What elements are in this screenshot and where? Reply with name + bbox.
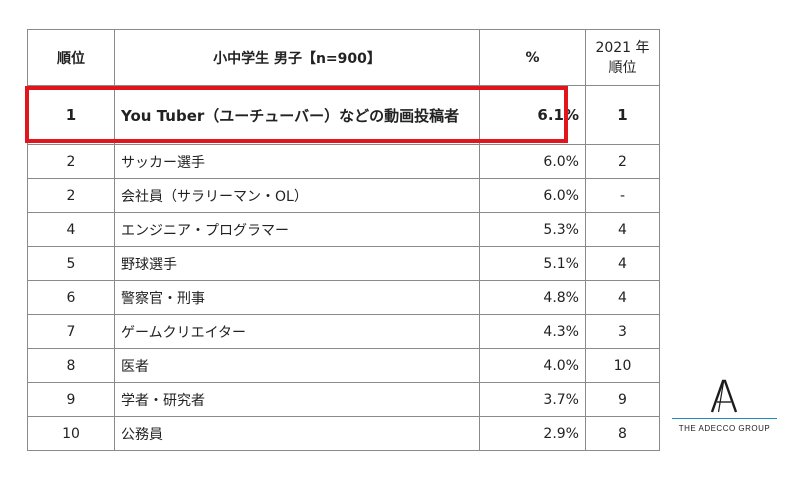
- job-cell: 野球選手: [114, 246, 480, 281]
- header-percent: %: [479, 29, 586, 86]
- table-header-row: 順位 小中学生 男子【n=900】 % 2021 年 順位: [27, 29, 660, 86]
- job-cell: 会社員（サラリーマン・OL）: [114, 178, 480, 213]
- percent-cell: 2.9%: [479, 416, 586, 451]
- job-cell: 医者: [114, 348, 480, 383]
- previous-rank-cell: 3: [585, 314, 660, 349]
- previous-rank-cell: 10: [585, 348, 660, 383]
- header-previous-rank: 2021 年 順位: [585, 29, 660, 86]
- rank-cell: 9: [27, 382, 115, 417]
- table-row: 4 エンジニア・プログラマー 5.3% 4: [27, 212, 660, 247]
- job-cell: 学者・研究者: [114, 382, 480, 417]
- rank-cell: 6: [27, 280, 115, 315]
- percent-cell: 4.8%: [479, 280, 586, 315]
- job-cell: 公務員: [114, 416, 480, 451]
- rank-cell: 2: [27, 144, 115, 179]
- percent-cell: 6.0%: [479, 178, 586, 213]
- adecco-group-logo: THE ADECCO GROUP: [672, 378, 777, 438]
- logo-text: THE ADECCO GROUP: [678, 424, 771, 433]
- job-cell: You Tuber（ユーチューバー）などの動画投稿者: [114, 85, 480, 145]
- table-row: 2 サッカー選手 6.0% 2: [27, 144, 660, 179]
- rank-cell: 4: [27, 212, 115, 247]
- table-row: 5 野球選手 5.1% 4: [27, 246, 660, 281]
- previous-rank-cell: 8: [585, 416, 660, 451]
- percent-cell: 5.3%: [479, 212, 586, 247]
- header-previous-rank-year: 2021 年: [595, 39, 650, 56]
- table-row: 7 ゲームクリエイター 4.3% 3: [27, 314, 660, 349]
- rank-cell: 5: [27, 246, 115, 281]
- previous-rank-cell: 4: [585, 212, 660, 247]
- table-row: 2 会社員（サラリーマン・OL） 6.0% -: [27, 178, 660, 213]
- percent-cell: 3.7%: [479, 382, 586, 417]
- table-row: 10 公務員 2.9% 8: [27, 416, 660, 451]
- table-row: 9 学者・研究者 3.7% 9: [27, 382, 660, 417]
- percent-cell: 5.1%: [479, 246, 586, 281]
- percent-cell: 4.0%: [479, 348, 586, 383]
- job-cell: サッカー選手: [114, 144, 480, 179]
- percent-cell: 4.3%: [479, 314, 586, 349]
- percent-cell: 6.0%: [479, 144, 586, 179]
- table-row: 6 警察官・刑事 4.8% 4: [27, 280, 660, 315]
- rank-cell: 10: [27, 416, 115, 451]
- header-job: 小中学生 男子【n=900】: [114, 29, 480, 86]
- header-previous-rank-label: 順位: [608, 59, 637, 76]
- previous-rank-cell: 4: [585, 246, 660, 281]
- previous-rank-cell: 9: [585, 382, 660, 417]
- rank-cell: 8: [27, 348, 115, 383]
- job-cell: 警察官・刑事: [114, 280, 480, 315]
- header-rank: 順位: [27, 29, 115, 86]
- table-row: 8 医者 4.0% 10: [27, 348, 660, 383]
- previous-rank-cell: 1: [585, 85, 660, 145]
- adecco-a-logo-icon: [710, 379, 738, 413]
- ranking-table: 順位 小中学生 男子【n=900】 % 2021 年 順位 1 You Tube…: [27, 29, 660, 451]
- rank-cell: 2: [27, 178, 115, 213]
- previous-rank-cell: 4: [585, 280, 660, 315]
- logo-divider: [672, 418, 777, 419]
- rank-cell: 7: [27, 314, 115, 349]
- job-cell: エンジニア・プログラマー: [114, 212, 480, 247]
- previous-rank-cell: 2: [585, 144, 660, 179]
- job-cell: ゲームクリエイター: [114, 314, 480, 349]
- table-row: 1 You Tuber（ユーチューバー）などの動画投稿者 6.1% 1: [27, 85, 660, 145]
- rank-cell: 1: [27, 85, 115, 145]
- previous-rank-cell: -: [585, 178, 660, 213]
- percent-cell: 6.1%: [479, 85, 586, 145]
